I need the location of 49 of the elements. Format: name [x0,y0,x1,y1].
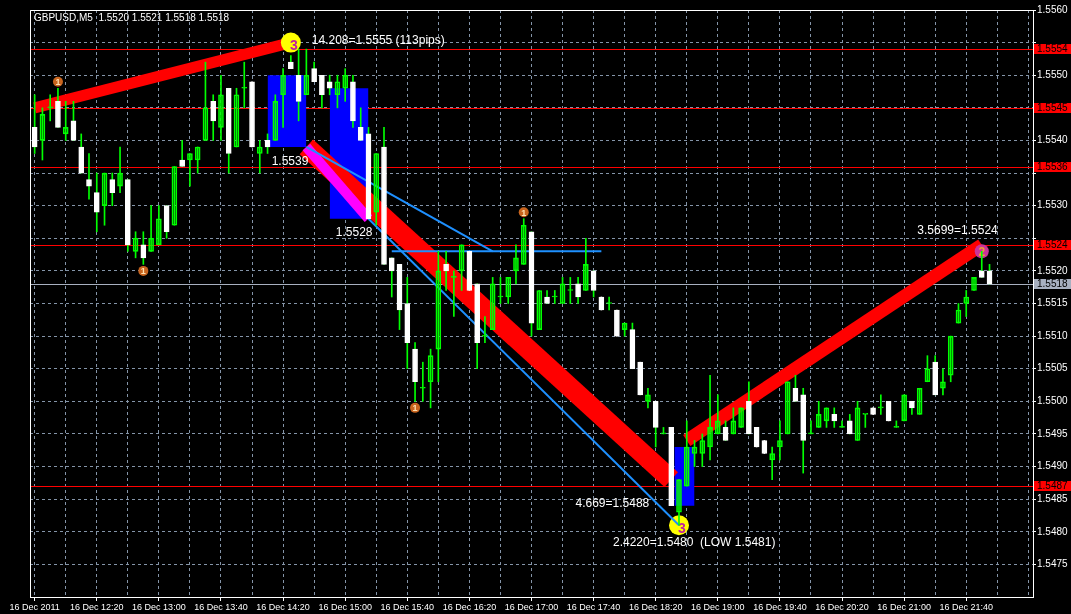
ref-line-label: 1.5487 [1037,480,1069,492]
annotation: 4.669=1.5488 [575,495,650,510]
annotation: 1 [55,77,61,88]
ref-line-label: 1.5554 [1037,43,1069,55]
ref-line-label: 1.5524 [1037,239,1069,251]
chart-title: GBPUSD,M5 1.5520 1.5521 1.5518 1.5518 [34,11,230,23]
x-tick-label: 16 Dec 14:20 [256,601,310,612]
x-tick-label: 16 Dec 18:20 [628,601,683,612]
ref-line-label: 1.5518 [1037,278,1069,290]
y-tick-label: 1.5495 [1037,427,1069,439]
y-tick-label: 1.5540 [1037,134,1069,146]
annotation: 1.5539 [271,154,309,169]
annotation: 14.208=1.5555 (113pips) [311,32,445,47]
x-tick-label: 16 Dec 12:20 [69,601,124,612]
x-tick-label: 16 Dec 17:00 [504,601,559,612]
annotation: 1 [521,207,527,218]
y-tick-label: 1.5510 [1037,329,1069,341]
annotation: 3.5699=1.5524 [917,223,999,238]
y-tick-label: 1.5515 [1037,297,1069,309]
y-tick-label: 1.5475 [1037,558,1069,570]
x-tick-label: 16 Dec 21:40 [939,601,994,612]
y-tick-label: 1.5560 [1037,3,1069,15]
x-tick-label: 16 Dec 20:20 [815,601,869,612]
y-tick-label: 1.5490 [1037,460,1069,472]
x-tick-label: 16 Dec 19:00 [691,601,745,612]
y-tick-label: 1.5480 [1037,525,1069,537]
annotation: 3 [678,520,687,537]
annotation: 1 [412,403,418,414]
x-tick-label: 16 Dec 17:40 [566,601,621,612]
x-tick-label: 16 Dec 2011 [9,601,60,612]
annotation: 1.5528 [335,225,373,240]
ref-line-label: 1.5536 [1037,161,1069,173]
y-tick-label: 1.5530 [1037,199,1069,211]
x-tick-label: 16 Dec 21:00 [877,601,931,612]
x-tick-label: 16 Dec 13:00 [132,601,186,612]
x-tick-label: 16 Dec 15:40 [380,601,435,612]
x-tick-label: 16 Dec 16:20 [442,601,497,612]
y-tick-label: 1.5550 [1037,68,1069,80]
x-tick-label: 16 Dec 13:40 [194,601,248,612]
x-tick-label: 16 Dec 15:00 [318,601,372,612]
annotation: 2.4220=1.5480 (LOW 1.5481) [613,534,776,549]
y-tick-label: 1.5485 [1037,492,1069,504]
y-tick-label: 1.5520 [1037,264,1069,276]
annotation: 1 [140,266,146,277]
ref-line-label: 1.5545 [1037,102,1069,114]
x-tick-label: 16 Dec 19:40 [753,601,807,612]
y-tick-label: 1.5500 [1037,395,1069,407]
annotation: 3 [289,37,298,54]
y-tick-label: 1.5505 [1037,362,1069,374]
